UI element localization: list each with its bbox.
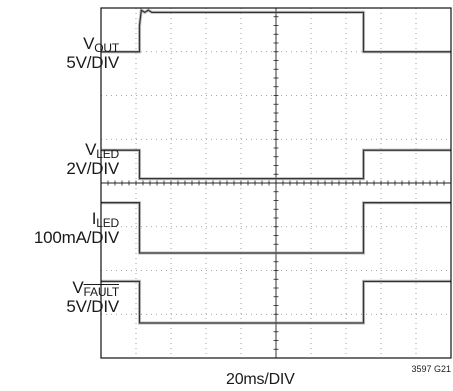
x-axis-label: 20ms/DIV — [226, 371, 295, 388]
plot-frame — [100, 7, 452, 359]
figure-number: 3597 G21 — [411, 364, 451, 374]
vout-scale: 5V/DIV — [66, 53, 119, 72]
vled-subscript: LED — [96, 147, 119, 161]
iled-scale: 100mA/DIV — [33, 228, 119, 247]
vout-symbol: V — [83, 34, 95, 53]
trace-i-led — [101, 202, 451, 254]
iled-subscript: LED — [96, 216, 119, 230]
vled-scale: 2V/DIV — [66, 159, 119, 178]
iled-symbol: I — [91, 209, 97, 228]
vout-subscript: OUT — [94, 41, 119, 55]
graticule — [100, 7, 452, 359]
vout-channel-label: VOUT 5V/DIV — [66, 34, 119, 72]
trace-v-led — [101, 149, 451, 180]
vled-symbol: V — [85, 140, 97, 159]
trace-group — [101, 7, 451, 325]
vfault-subscript: FAULT — [83, 285, 120, 299]
vfault-symbol: V — [72, 278, 84, 297]
iled-channel-label: ILED 100mA/DIV — [34, 209, 119, 247]
trace-v-fault — [101, 280, 451, 324]
vfault-scale: 5V/DIV — [66, 297, 119, 316]
trace-v-out — [101, 9, 451, 53]
vfault-channel-label: VFAULT 5V/DIV — [66, 278, 119, 316]
vled-channel-label: VLED 2V/DIV — [66, 140, 119, 178]
